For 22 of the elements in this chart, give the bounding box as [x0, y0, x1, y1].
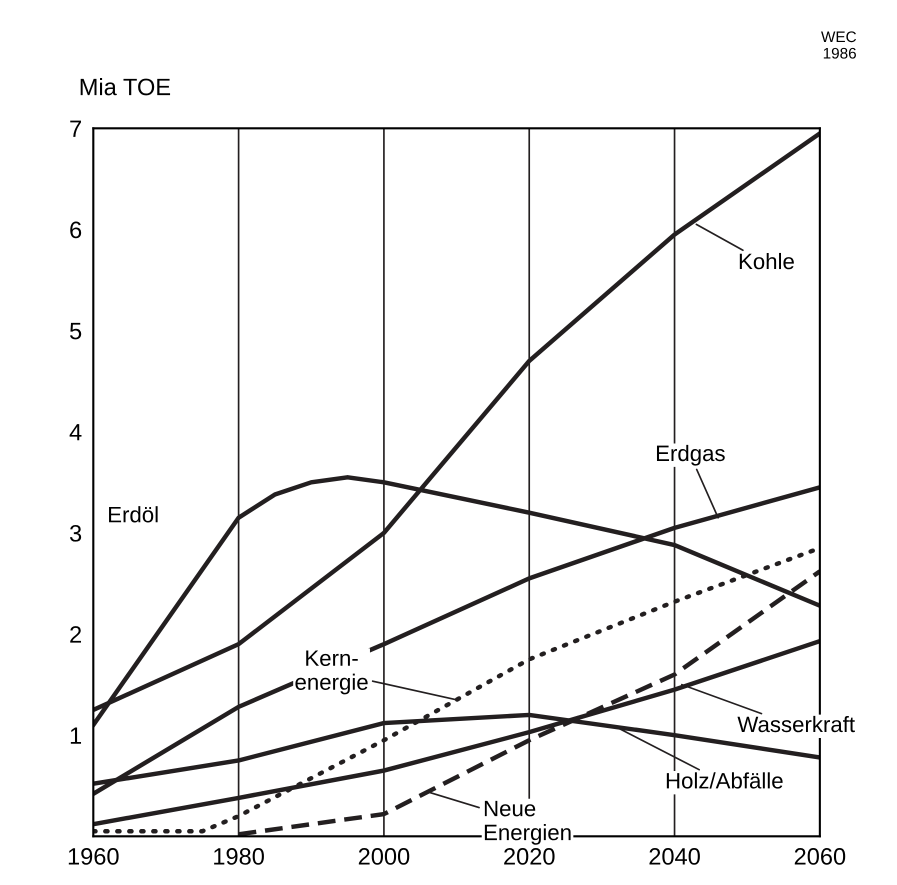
annotation: Neue Energien — [484, 800, 571, 845]
y-tick-label: 7 — [70, 120, 81, 137]
annotation: Kern- energie — [295, 650, 368, 694]
annotation: Wasserkraft — [737, 716, 855, 732]
y-tick-label: 4 — [70, 424, 82, 440]
x-tick-label: 1980 — [214, 848, 264, 865]
x-tick-label: 2040 — [649, 848, 700, 865]
annotation: Kohle — [740, 252, 794, 270]
y-tick-label: 6 — [70, 222, 82, 238]
annotation: Erdöl — [109, 506, 158, 522]
y-tick-label: 5 — [70, 322, 82, 340]
y-axis-title: Mia TOE — [80, 78, 170, 96]
y-tick-label: 3 — [70, 524, 82, 542]
y-tick-label: 1 — [70, 727, 82, 744]
annotation: Erdgas — [656, 444, 725, 466]
x-tick-label: 2000 — [358, 848, 410, 865]
x-tick-label: 2020 — [504, 848, 555, 865]
text: WEC 1986 — [821, 31, 856, 59]
x-tick-label: 2060 — [794, 848, 846, 865]
x-tick-label: 1960 — [68, 848, 119, 865]
annotation: Holz/Abfälle — [666, 772, 783, 789]
y-tick-label: 2 — [70, 626, 81, 643]
